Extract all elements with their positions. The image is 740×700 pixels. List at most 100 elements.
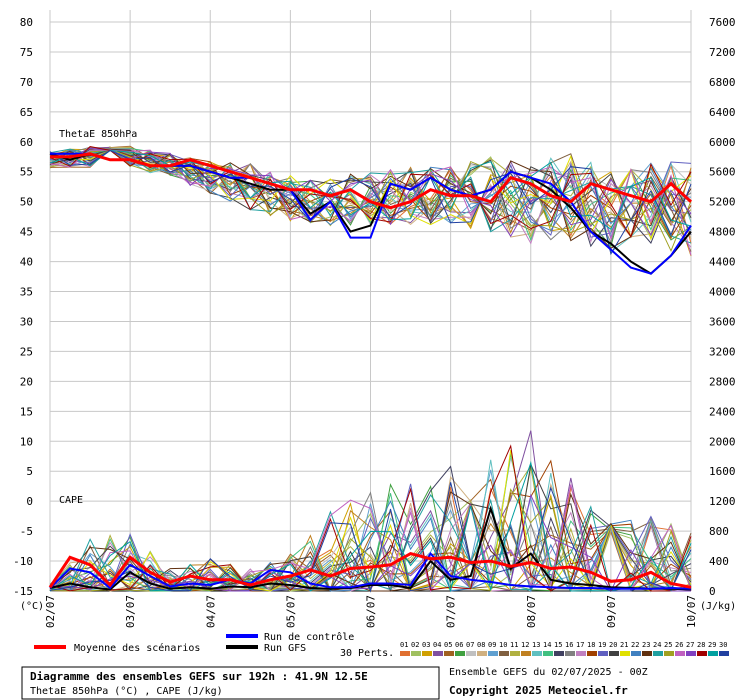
legend-gfs-label: Run GFS — [264, 643, 306, 654]
member-legend-swatch — [532, 651, 542, 656]
member-legend-label: 01 — [400, 641, 408, 649]
member-legend-swatch — [466, 651, 476, 656]
member-line-cape — [49, 444, 692, 592]
member-legend-swatch — [708, 651, 718, 656]
member-legend-swatch — [433, 651, 443, 656]
y-left-tick-label: 75 — [20, 46, 33, 59]
y-axis-right-ticks: 7600720068006400600056005200480044004000… — [709, 16, 736, 598]
member-legend-swatch — [521, 651, 531, 656]
member-line-cape — [49, 493, 691, 593]
y-right-tick-label: 6400 — [709, 106, 736, 119]
member-legend-label: 13 — [532, 641, 540, 649]
y-right-tick-label: 6000 — [709, 136, 736, 149]
member-legend-swatch — [565, 651, 575, 656]
y-left-tick-label: -15 — [13, 585, 33, 598]
y-left-tick-label: 45 — [20, 226, 33, 239]
series-control-cape — [49, 551, 692, 590]
x-tick-label: 09/07 — [605, 595, 618, 628]
member-legend-swatch — [455, 651, 465, 656]
x-axis-ticks: 02/07 03/07 04/07 05/07 06/07 07/07 08/07 09/07… — [44, 595, 698, 628]
member-line-cape — [49, 457, 692, 592]
member-legend-swatch — [554, 651, 564, 656]
member-legend-label: 29 — [708, 641, 716, 649]
y-right-tick-label: 400 — [709, 555, 729, 568]
y-left-unit: (°C) — [20, 601, 44, 612]
member-legend-label: 20 — [609, 641, 617, 649]
member-line-thetae — [49, 148, 692, 248]
member-legend-label: 23 — [642, 641, 650, 649]
y-left-tick-label: -5 — [20, 525, 33, 538]
member-legend-label: 09 — [488, 641, 496, 649]
x-tick-label: 10/07 — [685, 595, 698, 628]
member-legend-label: 28 — [697, 641, 705, 649]
member-legend-swatch — [587, 651, 597, 656]
member-legend-label: 07 — [466, 641, 474, 649]
member-legend-swatch — [620, 651, 630, 656]
y-right-tick-label: 5600 — [709, 166, 736, 179]
member-legend-label: 18 — [587, 641, 595, 649]
member-legend-swatch — [411, 651, 421, 656]
legend-mean-label: Moyenne des scénarios — [74, 642, 200, 654]
member-legend-label: 05 — [444, 641, 452, 649]
member-legend-label: 11 — [510, 641, 518, 649]
panel-label-thetae: ThetaE 850hPa — [59, 129, 137, 140]
member-legend-swatch — [686, 651, 696, 656]
y-right-tick-label: 2800 — [709, 375, 736, 388]
member-legend-swatch — [631, 651, 641, 656]
member-line-cape — [49, 465, 692, 593]
member-legend-label: 15 — [554, 641, 562, 649]
y-right-tick-label: 4800 — [709, 226, 736, 239]
member-legend-label: 14 — [543, 641, 551, 649]
y-right-tick-label: 4400 — [709, 256, 736, 269]
member-line-cape — [49, 450, 692, 592]
chart-subtitle: ThetaE 850hPa (°C) , CAPE (J/kg) — [30, 686, 223, 697]
title-box — [21, 666, 440, 700]
member-legend-label: 22 — [631, 641, 639, 649]
y-left-tick-label: 10 — [20, 435, 33, 448]
x-tick-label: 07/07 — [445, 595, 458, 628]
y-right-tick-label: 800 — [709, 525, 729, 538]
y-left-tick-label: 65 — [20, 106, 33, 119]
member-line-thetae — [49, 149, 692, 249]
member-legend-label: 04 — [433, 641, 441, 649]
member-legend-swatch — [400, 651, 410, 656]
ensemble-run-label: Ensemble GEFS du 02/07/2025 - 00Z — [449, 667, 648, 678]
main-series — [48, 152, 693, 591]
member-legend-label: 08 — [477, 641, 485, 649]
member-legend-swatch — [664, 651, 674, 656]
member-legend-swatch — [653, 651, 663, 656]
x-tick-label: 02/07 — [44, 595, 57, 628]
member-legend-label: 30 — [719, 641, 727, 649]
member-line-cape — [49, 484, 692, 593]
y-right-tick-label: 3200 — [709, 345, 736, 358]
member-legend-swatch — [510, 651, 520, 656]
member-legend-swatch — [598, 651, 608, 656]
member-legend-label: 16 — [565, 641, 573, 649]
x-tick-label: 06/07 — [365, 595, 378, 628]
y-left-tick-label: 5 — [26, 465, 33, 478]
legend-control-label: Run de contrôle — [264, 631, 354, 643]
y-right-unit: (J/kg) — [700, 601, 736, 612]
y-left-tick-label: 60 — [20, 136, 33, 149]
member-legend-swatch — [488, 651, 498, 656]
y-left-tick-label: -10 — [13, 555, 33, 568]
member-legend-swatch — [444, 651, 454, 656]
member-legend-swatch — [675, 651, 685, 656]
member-legend-label: 27 — [686, 641, 694, 649]
member-legend-swatch — [719, 651, 729, 656]
member-legend-swatch — [499, 651, 509, 656]
y-left-tick-label: 0 — [26, 495, 33, 508]
member-line-cape — [49, 460, 692, 593]
y-left-tick-label: 25 — [20, 345, 33, 358]
y-right-tick-label: 0 — [709, 585, 716, 598]
series-mean-thetae — [50, 152, 693, 210]
member-legend-swatch — [697, 651, 707, 656]
legend-perts-label: 30 Perts. — [340, 648, 394, 659]
member-legend-label: 21 — [620, 641, 628, 649]
member-legend-swatch — [543, 651, 553, 656]
member-legend-label: 06 — [455, 641, 463, 649]
y-left-tick-label: 15 — [20, 405, 33, 418]
y-left-tick-label: 40 — [20, 256, 33, 269]
